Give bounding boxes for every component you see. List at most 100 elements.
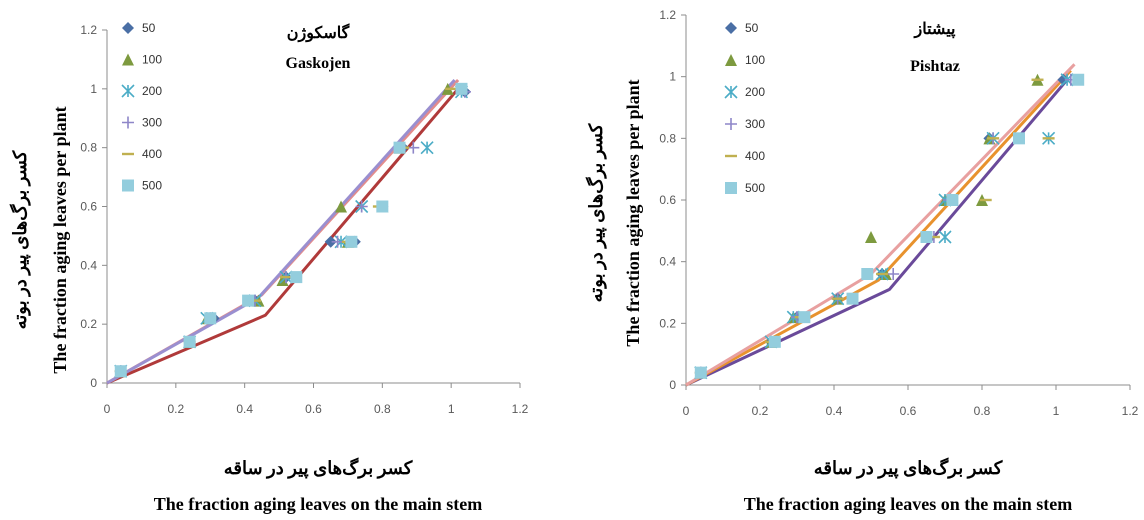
y-tick-label: 0 bbox=[90, 376, 97, 390]
chart-title-persian: گاسکوژن bbox=[287, 23, 350, 43]
data-point-500 bbox=[455, 82, 468, 95]
x-tick-label: 0 bbox=[104, 402, 111, 416]
legend-label-300: 300 bbox=[745, 117, 765, 131]
data-point-500 bbox=[183, 335, 196, 348]
legend: 50 100 200 300 400 500 bbox=[724, 21, 765, 195]
data-point-500 bbox=[768, 335, 781, 348]
data-point-200 bbox=[938, 230, 952, 244]
x-tick-label: 0.4 bbox=[826, 404, 843, 418]
series-500 bbox=[114, 82, 468, 378]
data-point-50 bbox=[1057, 73, 1070, 86]
pishtaz-chart-svg: 0 0.2 0.4 0.6 0.8 1 1.2 0 0.2 0.4 0.6 0.8 1 1.2 50 100 2… bbox=[585, 8, 1139, 514]
fit-line bbox=[106, 87, 460, 385]
data-point-300 bbox=[407, 141, 420, 154]
y-tick-label: 1 bbox=[90, 82, 97, 96]
x-tick-label: 0.6 bbox=[305, 402, 322, 416]
legend-marker-50 bbox=[122, 22, 134, 34]
chart-title-english: Pishtaz bbox=[910, 58, 960, 75]
pishtaz-chart: 0 0.2 0.4 0.6 0.8 1 1.2 0 0.2 0.4 0.6 0.8 1 1.2 50 100 2… bbox=[572, 0, 1144, 520]
x-tick-label: 0 bbox=[683, 404, 690, 418]
legend-label-100: 100 bbox=[142, 53, 162, 67]
data-point-500 bbox=[694, 366, 707, 379]
legend-label-100: 100 bbox=[745, 53, 765, 67]
x-tick-label: 1.2 bbox=[1122, 404, 1139, 418]
y-tick-label: 0 bbox=[669, 378, 676, 392]
data-point-200 bbox=[420, 141, 434, 155]
legend-marker-200 bbox=[121, 84, 135, 98]
fit-line bbox=[685, 63, 1076, 387]
y-tick-label: 0.4 bbox=[659, 255, 676, 269]
data-point-500 bbox=[1072, 73, 1085, 86]
x-tick-label: 0.2 bbox=[752, 404, 769, 418]
data-point-500 bbox=[798, 311, 811, 324]
y-tick-label: 0.4 bbox=[80, 258, 97, 272]
legend-marker-500 bbox=[725, 182, 737, 194]
legend-marker-300 bbox=[725, 118, 737, 130]
axes: 0 0.2 0.4 0.6 0.8 1 1.2 0 0.2 0.4 0.6 0.8 1 1.2 bbox=[659, 8, 1138, 418]
data-point-500 bbox=[345, 235, 358, 248]
y-tick-label: 0.2 bbox=[80, 317, 97, 331]
chart-title-english: Gaskojen bbox=[286, 55, 351, 72]
legend-label-50: 50 bbox=[745, 21, 759, 35]
legend-marker-100 bbox=[122, 53, 134, 66]
x-tick-label: 0.8 bbox=[974, 404, 991, 418]
gaskojen-chart-svg: 0 0.2 0.4 0.6 0.8 1 1.2 0 0.2 0.4 0.6 0.8 1 1.2 50 100 2… bbox=[9, 21, 529, 514]
legend-marker-50 bbox=[725, 22, 737, 34]
y-tick-label: 0.8 bbox=[659, 131, 676, 145]
y-tick-label: 1 bbox=[669, 70, 676, 84]
gaskojen-chart: 0 0.2 0.4 0.6 0.8 1 1.2 0 0.2 0.4 0.6 0.8 1 1.2 50 100 2… bbox=[9, 21, 529, 514]
data-point-500 bbox=[393, 141, 406, 154]
axes: 0 0.2 0.4 0.6 0.8 1 1.2 0 0.2 0.4 0.6 0.8 1 1.2 bbox=[80, 23, 528, 416]
data-point-500 bbox=[204, 312, 217, 325]
y-axis-title-english: The fraction aging leaves per plant bbox=[623, 79, 643, 346]
fit-lines bbox=[685, 63, 1076, 387]
series-300 bbox=[114, 85, 471, 378]
x-axis-title-english: The fraction aging leaves on the main st… bbox=[154, 494, 482, 514]
y-axis-title-english: The fraction aging leaves per plant bbox=[50, 106, 70, 373]
data-point-300 bbox=[355, 200, 368, 213]
fit-line bbox=[685, 78, 1069, 387]
data-point-500 bbox=[861, 268, 874, 280]
series-500 bbox=[694, 73, 1085, 379]
y-axis-title-persian: کسر برگ‌های پیر در بوته bbox=[585, 123, 607, 302]
legend-label-400: 400 bbox=[745, 149, 765, 163]
y-tick-label: 1.2 bbox=[659, 8, 676, 22]
y-tick-label: 0.2 bbox=[659, 316, 676, 330]
legend-label-500: 500 bbox=[142, 179, 162, 193]
x-tick-label: 0.4 bbox=[236, 402, 253, 416]
data-point-100 bbox=[865, 231, 877, 243]
x-axis-title-english: The fraction aging leaves on the main st… bbox=[744, 494, 1072, 514]
series-100 bbox=[114, 82, 454, 378]
x-tick-label: 0.2 bbox=[167, 402, 184, 416]
legend-label-400: 400 bbox=[142, 147, 162, 161]
data-point-500 bbox=[846, 292, 859, 305]
legend-label-500: 500 bbox=[745, 181, 765, 195]
legend-label-200: 200 bbox=[142, 84, 162, 98]
data-point-500 bbox=[114, 365, 127, 378]
x-tick-label: 1.2 bbox=[512, 402, 529, 416]
legend-marker-200 bbox=[724, 85, 738, 99]
legend-label-300: 300 bbox=[142, 116, 162, 130]
data-point-500 bbox=[946, 194, 959, 206]
x-tick-label: 1 bbox=[1053, 404, 1060, 418]
x-axis-title-persian: کسر برگ‌های پیر در ساقه bbox=[814, 457, 1003, 479]
legend-marker-100 bbox=[725, 54, 737, 66]
data-point-500 bbox=[376, 200, 389, 213]
x-tick-label: 0.8 bbox=[374, 402, 391, 416]
data-point-300 bbox=[331, 235, 344, 248]
y-axis-title-persian: کسر برگ‌های پیر در بوته bbox=[9, 150, 31, 329]
x-axis-title-persian: کسر برگ‌های پیر در ساقه bbox=[224, 457, 413, 479]
legend-label-50: 50 bbox=[142, 21, 156, 35]
legend: 50 100 200 300 400 500 bbox=[121, 21, 162, 193]
data-point-500 bbox=[242, 294, 255, 307]
y-tick-label: 0.6 bbox=[659, 193, 676, 207]
x-tick-label: 1 bbox=[448, 402, 455, 416]
y-tick-label: 1.2 bbox=[80, 23, 97, 37]
series-400 bbox=[114, 87, 458, 373]
data-point-300 bbox=[887, 268, 900, 280]
data-point-50 bbox=[324, 235, 337, 248]
y-tick-label: 0.6 bbox=[80, 200, 97, 214]
legend-label-200: 200 bbox=[745, 85, 765, 99]
data-point-500 bbox=[1013, 132, 1025, 145]
legend-marker-300 bbox=[122, 116, 134, 129]
